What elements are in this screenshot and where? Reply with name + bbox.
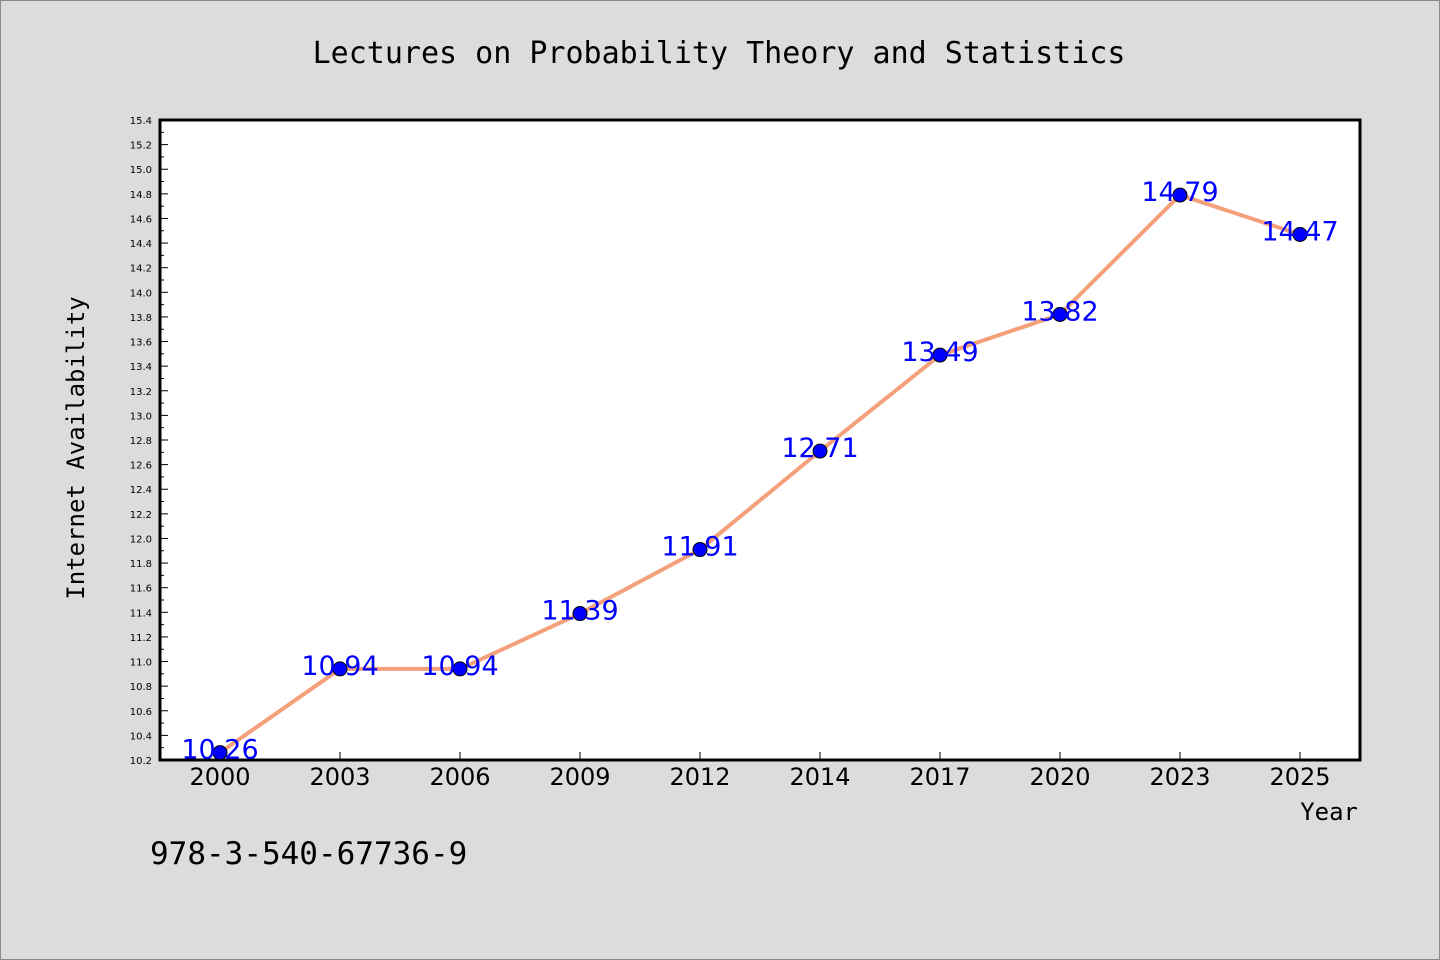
y-tick-label: 10.2 xyxy=(130,756,152,767)
data-label: 14.79 xyxy=(1141,177,1218,208)
y-tick-label: 13.8 xyxy=(130,313,152,324)
data-label: 10.94 xyxy=(421,651,498,682)
data-point xyxy=(932,347,948,363)
data-label: 10.94 xyxy=(301,651,378,682)
x-axis-title: Year xyxy=(1300,798,1358,826)
x-tick-label: 2017 xyxy=(909,763,970,791)
y-tick-label: 11.4 xyxy=(130,608,152,619)
x-tick-label: 2009 xyxy=(549,763,610,791)
x-tick-label: 2025 xyxy=(1269,763,1330,791)
data-label: 14.47 xyxy=(1261,216,1338,247)
x-tick-label: 2012 xyxy=(669,763,730,791)
series-group xyxy=(212,187,1308,761)
y-tick-label: 11.2 xyxy=(130,633,152,644)
x-tick-label: 2020 xyxy=(1029,763,1090,791)
y-tick-label: 12.2 xyxy=(130,510,152,521)
y-tick-label: 12.0 xyxy=(130,534,152,545)
y-axis-title: Internet Availability xyxy=(62,296,90,599)
data-point xyxy=(332,661,348,677)
data-point xyxy=(812,443,828,459)
data-point xyxy=(1172,187,1188,203)
series-line xyxy=(218,193,1301,755)
data-point xyxy=(1052,306,1068,322)
y-tick-label: 13.6 xyxy=(130,338,152,349)
data-label: 10.26 xyxy=(181,735,258,766)
y-tick-label: 15.0 xyxy=(130,165,152,176)
data-labels: 10.26 10.94 10.94 11.39 11.91 12.71 13.49 13.82… xyxy=(181,177,1338,766)
y-tick-label: 10.4 xyxy=(130,731,152,742)
x-tick-label: 2003 xyxy=(309,763,370,791)
y-tick-label: 13.2 xyxy=(130,387,152,398)
y-tick-label: 11.0 xyxy=(130,658,152,669)
x-axis: 2000 2003 2006 2009 2012 2014 2017 2020 2023 2025 xyxy=(189,752,1331,791)
y-tick-label: 11.8 xyxy=(130,559,152,570)
y-tick-label: 14.2 xyxy=(130,264,152,275)
data-label: 13.82 xyxy=(1021,296,1098,327)
data-point xyxy=(212,745,228,761)
data-label: 12.71 xyxy=(781,433,858,464)
x-tick-label: 2014 xyxy=(789,763,850,791)
data-point xyxy=(572,606,588,622)
data-label: 11.39 xyxy=(541,596,618,627)
y-tick-label: 15.4 xyxy=(130,116,152,127)
y-tick-label: 13.4 xyxy=(130,362,152,373)
x-tick-label: 2000 xyxy=(189,763,250,791)
y-tick-label: 12.6 xyxy=(130,461,152,472)
y-tick-label: 12.4 xyxy=(130,485,152,496)
isbn-text: 978-3-540-67736-9 xyxy=(150,836,467,872)
y-tick-label: 14.4 xyxy=(130,239,152,250)
y-tick-label: 15.2 xyxy=(130,141,152,152)
chart-title: Lectures on Probability Theory and Stati… xyxy=(313,36,1126,71)
plot-area xyxy=(158,118,1362,762)
y-tick-label: 10.6 xyxy=(130,707,152,718)
y-axis: 10.2 10.4 10.6 10.8 11.0 11.2 11.4 11.6 11.8 12.0… xyxy=(130,116,168,767)
data-label: 11.91 xyxy=(661,532,738,563)
y-tick-label: 11.6 xyxy=(130,584,152,595)
y-tick-label: 14.8 xyxy=(130,190,152,201)
y-tick-label: 13.0 xyxy=(130,411,152,422)
data-point xyxy=(692,542,708,558)
data-point xyxy=(452,661,468,677)
data-label: 13.49 xyxy=(901,337,978,368)
y-tick-label: 10.8 xyxy=(130,682,152,693)
y-tick-label: 14.6 xyxy=(130,214,152,225)
y-tick-label: 12.8 xyxy=(130,436,152,447)
x-tick-label: 2006 xyxy=(429,763,490,791)
x-tick-label: 2023 xyxy=(1149,763,1210,791)
data-point xyxy=(1292,226,1308,242)
y-tick-label: 14.0 xyxy=(130,288,152,299)
